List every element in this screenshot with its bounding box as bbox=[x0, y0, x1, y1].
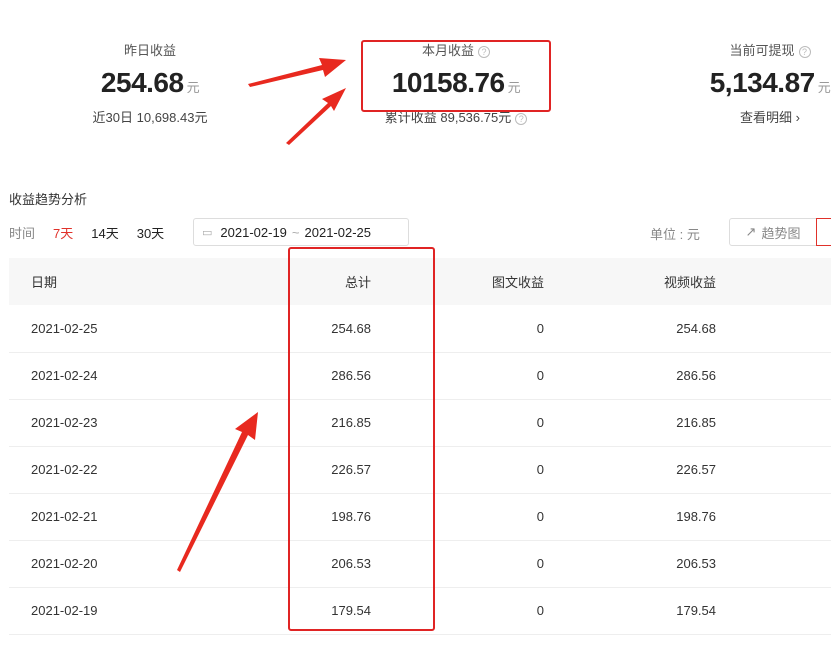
cell-article: 0 bbox=[371, 587, 544, 635]
cell-video: 286.56 bbox=[544, 352, 716, 400]
stat-value: 254.68 bbox=[100, 67, 184, 98]
filter-14d[interactable]: 14天 bbox=[91, 225, 119, 241]
stat-withdrawable: 当前可提现? 5,134.87 元 查看明细 › bbox=[680, 40, 831, 126]
help-icon[interactable]: ? bbox=[798, 45, 811, 58]
table-row: 2021-02-23 216.85 0 216.85 bbox=[9, 399, 831, 447]
trend-chart-button[interactable]: ↗ 趋势图 bbox=[729, 218, 817, 246]
range-start: 2021-02-19 bbox=[220, 224, 287, 240]
cell-total: 254.68 bbox=[209, 305, 371, 353]
calendar-icon: ▭ bbox=[202, 226, 213, 239]
cell-date: 2021-02-20 bbox=[9, 540, 209, 588]
col-video: 视频收益 bbox=[544, 258, 716, 305]
stat-sub: 累计收益 89,536.75元 bbox=[384, 110, 512, 125]
table-row: 2021-02-21 198.76 0 198.76 bbox=[9, 493, 831, 541]
col-total: 总计 bbox=[209, 258, 371, 305]
stat-yesterday: 昨日收益 254.68 元 近30日 10,698.43元 bbox=[60, 40, 240, 126]
date-range-picker[interactable]: ▭ 2021-02-19 ~ 2021-02-25 bbox=[193, 218, 409, 246]
trend-label: 趋势图 bbox=[761, 225, 801, 241]
col-date: 日期 bbox=[9, 258, 209, 305]
cell-total: 286.56 bbox=[209, 352, 371, 400]
highlight-box-total bbox=[288, 247, 435, 631]
stat-unit: 元 bbox=[186, 80, 200, 95]
filter-7d[interactable]: 7天 bbox=[53, 225, 74, 241]
cell-article: 0 bbox=[371, 540, 544, 588]
arrow-icon bbox=[177, 412, 258, 572]
cell-total: 179.54 bbox=[209, 587, 371, 635]
stat-unit: 元 bbox=[507, 80, 521, 95]
filter-label: 时间 bbox=[9, 225, 36, 241]
stat-value: 10158.76 bbox=[391, 67, 505, 98]
stat-label: 昨日收益 bbox=[123, 43, 176, 58]
time-filter: 时间 7天 14天 30天 bbox=[9, 218, 182, 246]
cell-article: 0 bbox=[371, 446, 544, 494]
cell-total: 198.76 bbox=[209, 493, 371, 541]
earnings-table: 日期 总计 图文收益 视频收益 2021-02-25 254.68 0 254.68 2… bbox=[9, 258, 831, 635]
range-end: 2021-02-25 bbox=[304, 224, 372, 240]
cell-video: 226.57 bbox=[544, 446, 716, 494]
table-row: 2021-02-20 206.53 0 206.53 bbox=[9, 540, 831, 588]
table-row: 2021-02-22 226.57 0 226.57 bbox=[9, 446, 831, 494]
help-icon[interactable]: ? bbox=[515, 112, 528, 125]
stat-sub: 近30日 10,698.43元 bbox=[92, 110, 208, 125]
stat-unit: 元 bbox=[817, 80, 831, 95]
cell-total: 216.85 bbox=[209, 399, 371, 447]
highlight-box-month bbox=[361, 40, 551, 112]
cell-video: 179.54 bbox=[544, 587, 716, 635]
cell-article: 0 bbox=[371, 352, 544, 400]
stat-label: 当前可提现 bbox=[729, 43, 795, 58]
stat-value: 5,134.87 bbox=[709, 67, 816, 98]
cell-date: 2021-02-25 bbox=[9, 305, 209, 353]
cell-video: 198.76 bbox=[544, 493, 716, 541]
cell-video: 206.53 bbox=[544, 540, 716, 588]
table-row: 2021-02-19 179.54 0 179.54 bbox=[9, 587, 831, 635]
cell-video: 216.85 bbox=[544, 399, 716, 447]
col-article: 图文收益 bbox=[371, 258, 544, 305]
cell-date: 2021-02-21 bbox=[9, 493, 209, 541]
range-sep: ~ bbox=[291, 224, 300, 240]
cell-article: 0 bbox=[371, 305, 544, 353]
cell-video: 254.68 bbox=[544, 305, 716, 353]
section-title: 收益趋势分析 bbox=[9, 192, 88, 207]
cell-date: 2021-02-23 bbox=[9, 399, 209, 447]
unit-label: 单位 : 元 bbox=[650, 227, 700, 242]
cell-total: 206.53 bbox=[209, 540, 371, 588]
arrow-icon bbox=[248, 58, 346, 87]
stat-label: 本月收益 bbox=[421, 43, 474, 58]
table-view-button[interactable] bbox=[816, 218, 831, 246]
cell-article: 0 bbox=[371, 493, 544, 541]
help-icon[interactable]: ? bbox=[478, 45, 490, 58]
stat-month: 本月收益? 10158.76 元 累计收益 89,536.75元? bbox=[366, 40, 546, 126]
table-row: 2021-02-24 286.56 0 286.56 bbox=[9, 352, 831, 400]
filter-30d[interactable]: 30天 bbox=[136, 225, 165, 241]
view-details-link[interactable]: 查看明细 › bbox=[740, 110, 800, 125]
cell-date: 2021-02-19 bbox=[9, 587, 209, 635]
chart-icon: ↗ bbox=[745, 224, 757, 239]
cell-article: 0 bbox=[371, 399, 544, 447]
cell-date: 2021-02-22 bbox=[9, 446, 209, 494]
table-row: 2021-02-25 254.68 0 254.68 bbox=[9, 305, 831, 353]
arrow-icon bbox=[286, 88, 346, 145]
table-header: 日期 总计 图文收益 视频收益 bbox=[9, 258, 831, 305]
cell-date: 2021-02-24 bbox=[9, 352, 209, 400]
